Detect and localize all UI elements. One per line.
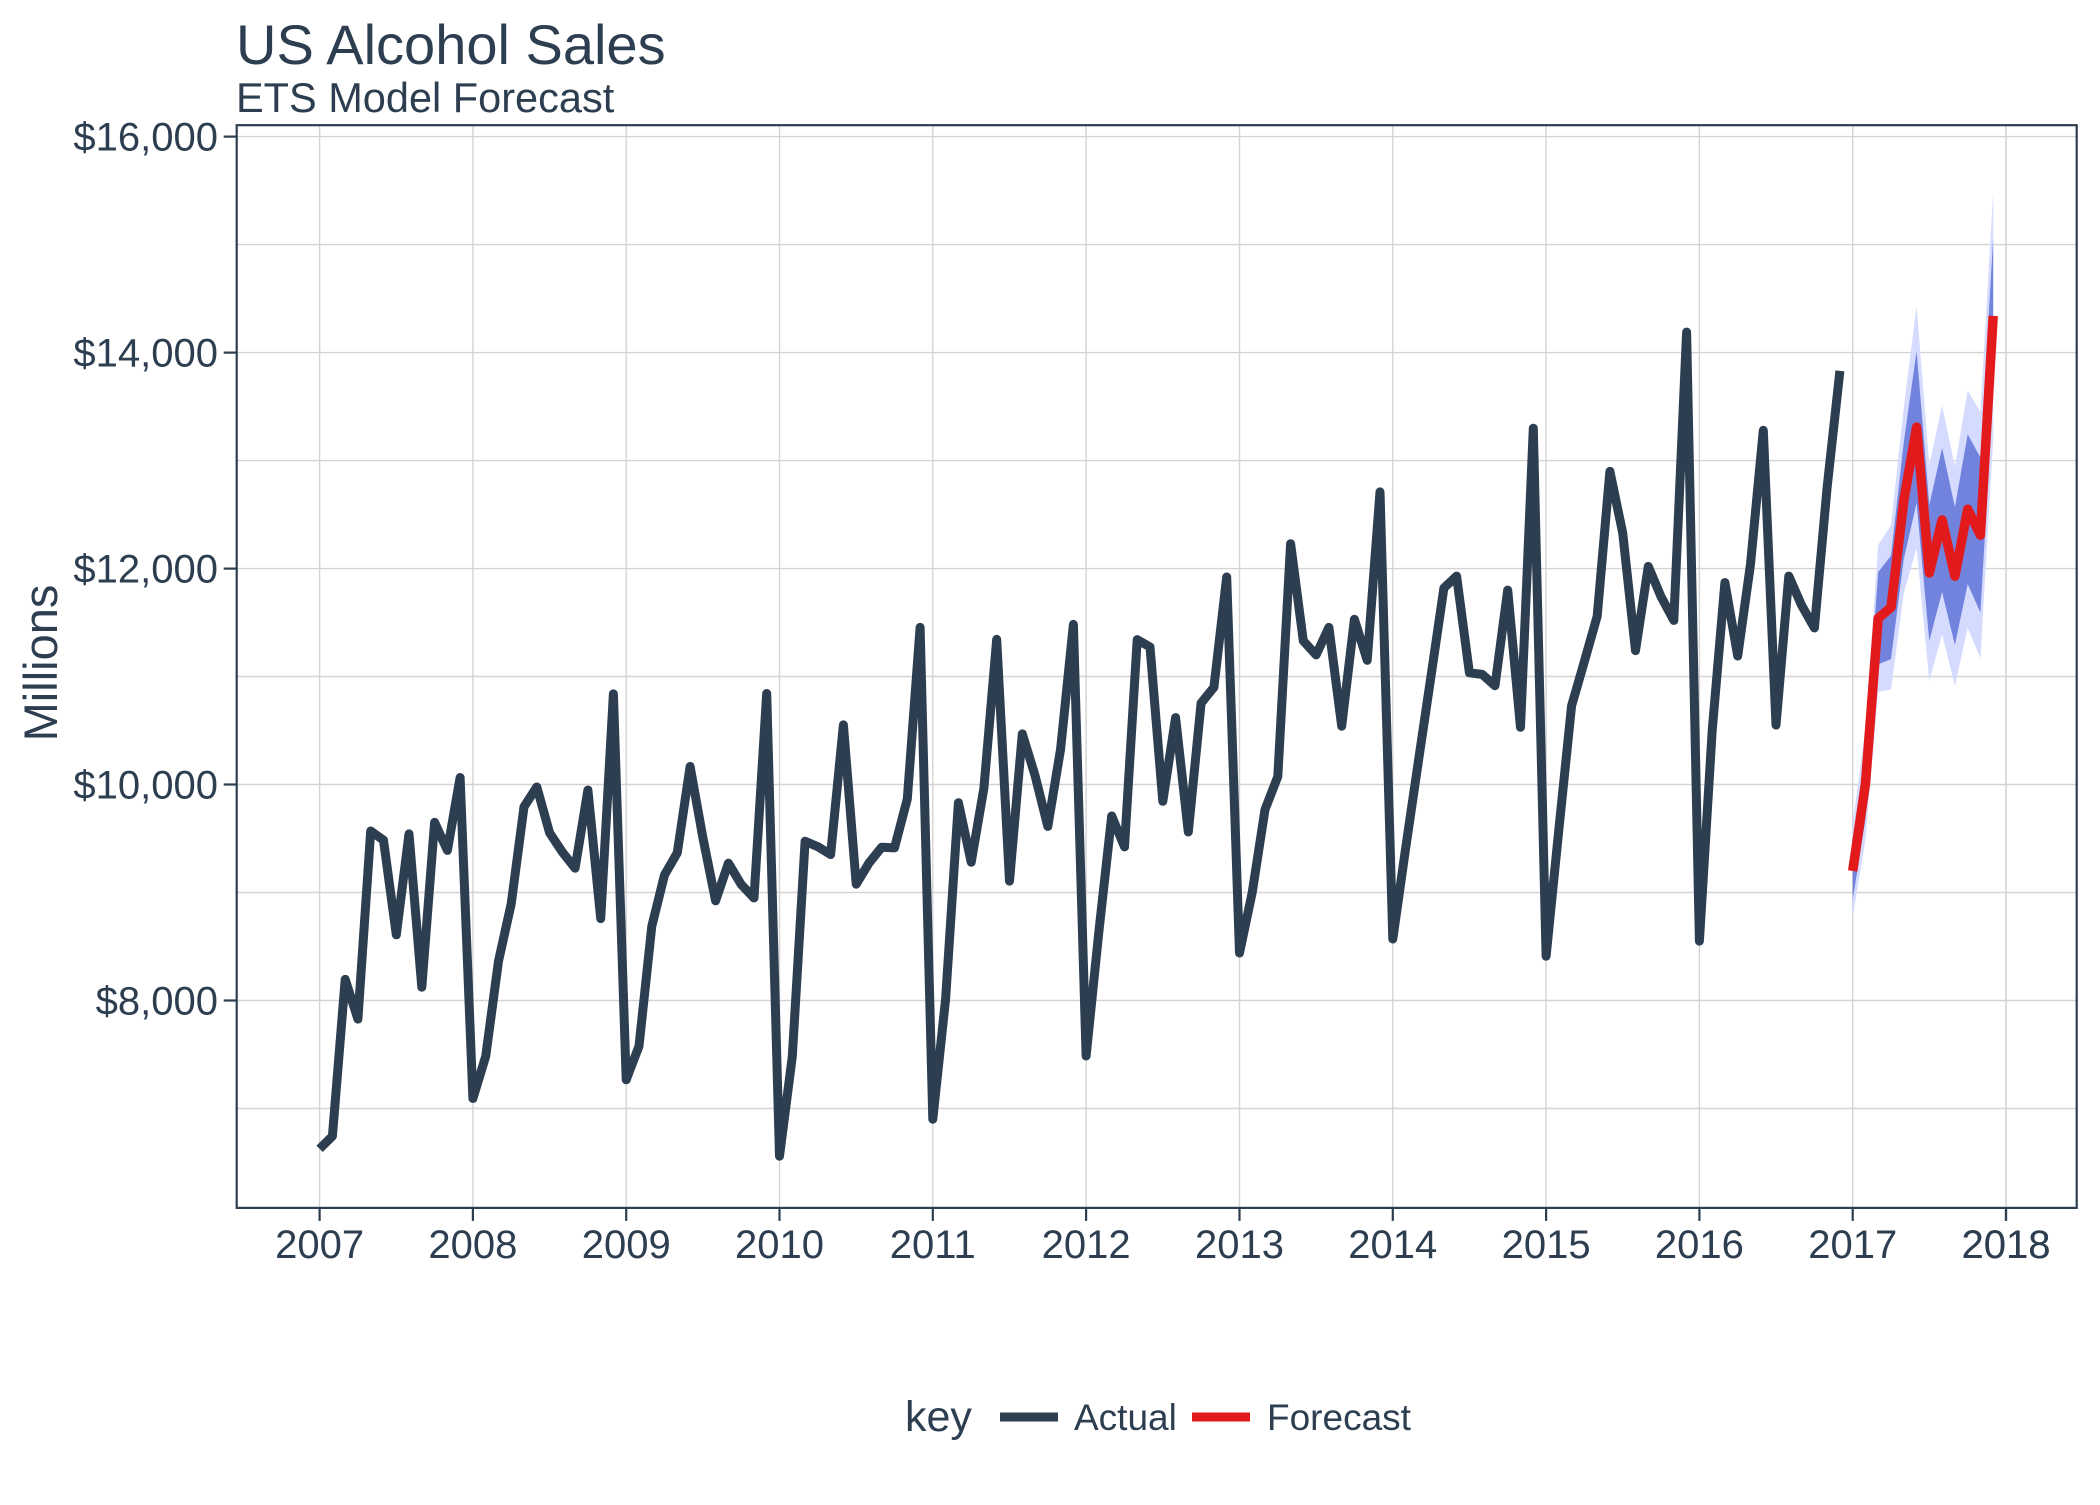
- svg-text:$12,000: $12,000: [73, 548, 218, 592]
- svg-text:2015: 2015: [1502, 1223, 1591, 1267]
- svg-text:$8,000: $8,000: [96, 980, 218, 1024]
- svg-text:2018: 2018: [1962, 1223, 2051, 1267]
- svg-text:2007: 2007: [275, 1223, 364, 1267]
- svg-text:$16,000: $16,000: [73, 116, 218, 160]
- svg-text:key: key: [905, 1393, 972, 1441]
- svg-text:$14,000: $14,000: [73, 332, 218, 376]
- svg-text:2010: 2010: [735, 1223, 824, 1267]
- svg-text:US Alcohol Sales: US Alcohol Sales: [236, 13, 666, 76]
- svg-text:2017: 2017: [1808, 1223, 1897, 1267]
- svg-text:ETS Model Forecast: ETS Model Forecast: [236, 74, 615, 121]
- svg-text:Forecast: Forecast: [1267, 1397, 1412, 1438]
- svg-text:2009: 2009: [582, 1223, 671, 1267]
- svg-text:2012: 2012: [1042, 1223, 1131, 1267]
- svg-text:2016: 2016: [1655, 1223, 1744, 1267]
- svg-text:$10,000: $10,000: [73, 764, 218, 808]
- svg-text:Actual: Actual: [1074, 1397, 1177, 1438]
- svg-text:2008: 2008: [428, 1223, 517, 1267]
- svg-text:2018: 2018: [1962, 1223, 2051, 1267]
- svg-text:2011: 2011: [890, 1223, 976, 1267]
- svg-text:Millions: Millions: [14, 585, 67, 742]
- svg-text:2013: 2013: [1195, 1223, 1284, 1267]
- svg-text:2014: 2014: [1348, 1223, 1437, 1267]
